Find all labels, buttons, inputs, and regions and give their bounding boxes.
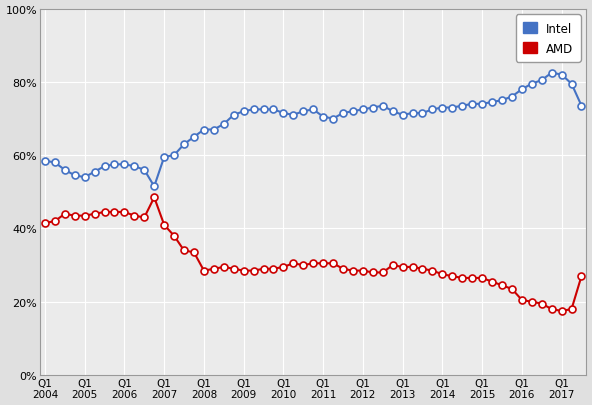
AMD — [558, 309, 565, 313]
AMD — [568, 307, 575, 312]
Line: Intel: Intel — [41, 70, 585, 190]
AMD — [41, 221, 49, 226]
Intel — [151, 184, 158, 189]
Intel — [181, 143, 188, 147]
AMD — [151, 195, 158, 200]
Intel — [141, 168, 148, 173]
AMD — [250, 269, 257, 273]
AMD — [578, 274, 585, 279]
Intel — [548, 71, 555, 76]
Line: AMD: AMD — [41, 194, 585, 315]
Legend: Intel, AMD: Intel, AMD — [516, 15, 581, 62]
AMD — [141, 215, 148, 220]
AMD — [101, 210, 108, 215]
Intel — [568, 82, 575, 87]
Intel — [578, 104, 585, 109]
Intel — [250, 108, 257, 113]
Intel — [41, 159, 49, 164]
Intel — [528, 82, 535, 87]
AMD — [528, 300, 535, 305]
AMD — [181, 248, 188, 253]
Intel — [101, 164, 108, 169]
